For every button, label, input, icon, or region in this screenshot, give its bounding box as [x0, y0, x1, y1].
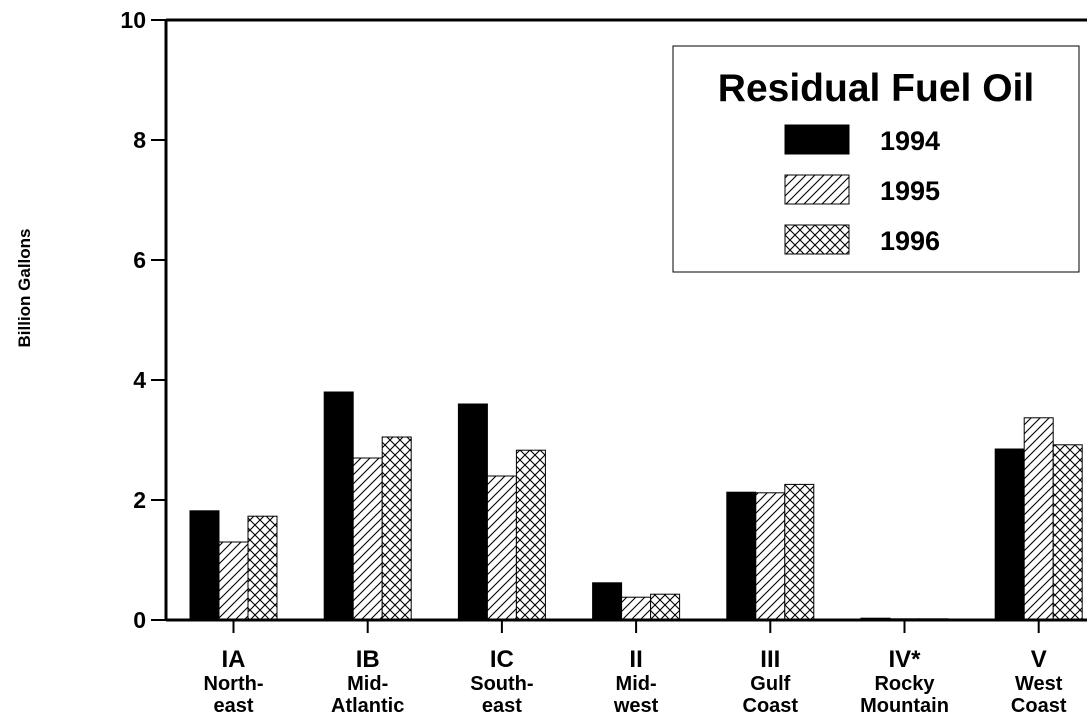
category-code-iv: IV*: [888, 646, 921, 673]
bar-1994-V: [994, 448, 1025, 621]
y-tick-label-10: 10: [120, 7, 146, 33]
category-name-iv-1: Rocky: [874, 673, 935, 695]
bar-1994-III: [726, 491, 757, 621]
category-code-ii: II: [629, 646, 642, 673]
category-code-v: V: [1031, 646, 1047, 673]
category-name-ib-1: Mid-: [347, 673, 388, 695]
category-code-ic: IC: [490, 646, 514, 673]
y-tick-label-0: 0: [133, 607, 146, 633]
category-name-ia-2: east: [213, 695, 253, 717]
category-name-ic-2: east: [482, 695, 522, 717]
y-tick-label-6: 6: [133, 247, 146, 273]
bar-1996-V: [1052, 444, 1083, 621]
y-axis-label: Billion Gallons: [15, 228, 34, 347]
bar-1995-IA: [218, 541, 249, 621]
category-name-v-2: Coast: [1011, 695, 1067, 717]
legend-title: Residual Fuel Oil: [718, 67, 1034, 110]
bar-1994-IB: [323, 391, 354, 621]
bar-1995-II: [621, 596, 652, 621]
category-code-iii: III: [760, 646, 780, 673]
y-tick-label-4: 4: [133, 367, 146, 393]
category-name-ic-1: South-: [470, 673, 533, 695]
bar-1995-V: [1023, 417, 1054, 621]
bars-layer: [189, 391, 1083, 621]
legend-label-1994: 1994: [880, 126, 940, 156]
legend-entries: 1994 1995 1996: [784, 124, 940, 256]
axes-layer: 0246810IANorth-eastIBMid-AtlanticICSouth…: [120, 7, 1087, 717]
category-name-ia-1: North-: [204, 673, 264, 695]
bar-1996-IB: [381, 436, 412, 621]
category-name-iii-2: Coast: [743, 695, 799, 717]
category-code-ib: IB: [356, 646, 380, 673]
category-name-iv-2: Mountain: [860, 695, 949, 717]
legend-label-1995: 1995: [880, 176, 940, 206]
legend-swatch-1994: [784, 124, 850, 155]
bar-1995-IC: [486, 475, 517, 621]
bar-1994-II: [592, 582, 623, 621]
legend-box: [672, 45, 1080, 273]
category-name-ii-2: west: [613, 695, 659, 717]
category-name-ib-2: Atlantic: [331, 695, 404, 717]
legend: Residual Fuel Oil 1994 1995 1996: [672, 45, 1080, 273]
category-code-ia: IA: [222, 646, 246, 673]
category-name-v-1: West: [1015, 673, 1063, 695]
y-tick-label-8: 8: [133, 127, 146, 153]
bar-1994-IC: [457, 403, 488, 621]
bar-1994-IA: [189, 510, 220, 621]
legend-swatch-1996: [784, 224, 850, 255]
bar-1996-IC: [515, 449, 546, 621]
bar-1996-III: [784, 483, 815, 621]
bar-1996-II: [650, 593, 681, 621]
bar-1996-IA: [247, 515, 278, 621]
bar-1995-IB: [352, 457, 383, 621]
bar-1995-III: [755, 492, 786, 621]
legend-label-1996: 1996: [880, 226, 940, 256]
y-tick-label-2: 2: [133, 487, 146, 513]
legend-swatch-1995: [784, 174, 850, 205]
category-name-iii-1: Gulf: [750, 673, 790, 695]
category-name-ii-1: Mid-: [616, 673, 657, 695]
